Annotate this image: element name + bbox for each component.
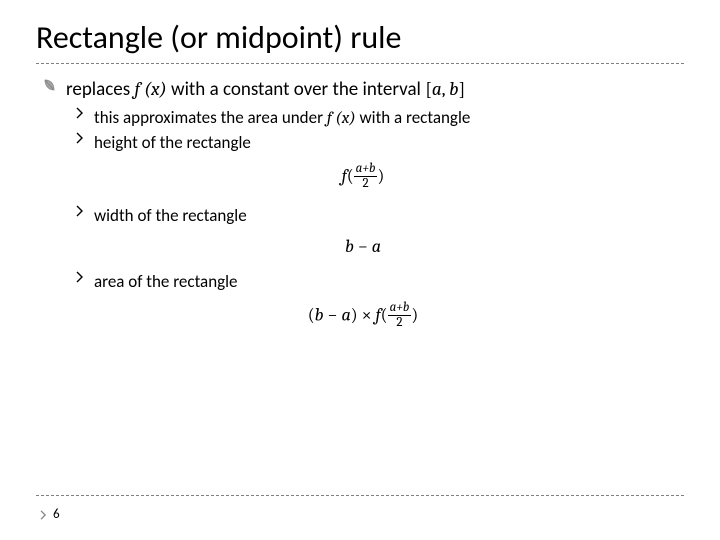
t1-interval: [a, b] xyxy=(425,78,465,100)
s1fx: f (x) xyxy=(327,109,356,128)
arrow-bullet-icon xyxy=(76,132,84,144)
leaf-bullet-icon xyxy=(42,78,56,96)
fh-den: 2 xyxy=(354,177,378,191)
fh-num: a+b xyxy=(354,162,378,177)
bullet-l1-text: replaces f (x) with a constant over the … xyxy=(66,78,465,101)
fa-den: 2 xyxy=(388,316,412,330)
arrow-bullet-icon xyxy=(40,510,47,520)
fw2: a xyxy=(372,236,381,257)
arrow-bullet-icon xyxy=(76,107,84,119)
bullet-l2-1: this approximates the area under f (x) w… xyxy=(76,107,684,128)
bullet-l1: replaces f (x) with a constant over the … xyxy=(42,78,684,101)
t1-fx: f (x) xyxy=(135,78,167,100)
t1: replaces xyxy=(66,78,135,101)
formula-height: f(a+b2) xyxy=(42,163,684,191)
s3: width of the rectangle xyxy=(94,205,247,226)
slide-title: Rectangle (or midpoint) rule xyxy=(36,18,684,57)
bullet-l2-4: area of the rectangle xyxy=(76,271,684,292)
fa-frac: a+b2 xyxy=(388,301,412,329)
formula-width: b − a xyxy=(42,236,684,257)
fa-num: a+b xyxy=(388,301,412,316)
slide: Rectangle (or midpoint) rule replaces f … xyxy=(0,0,720,331)
slide-body: replaces f (x) with a constant over the … xyxy=(36,78,684,331)
t1-mid: with a constant over the interval xyxy=(167,78,426,101)
s2: height of the rectangle xyxy=(94,132,251,153)
title-underline xyxy=(36,63,684,64)
bullet-l2-2: height of the rectangle xyxy=(76,132,684,153)
s4: area of the rectangle xyxy=(94,271,238,292)
fh-frac: a+b2 xyxy=(354,162,378,190)
page-number-wrap: 6 xyxy=(40,507,60,522)
s1s: with a rectangle xyxy=(356,107,471,128)
bullet-l2-1-text: this approximates the area under f (x) w… xyxy=(94,107,470,128)
formula-area: (b − a) × f(a+b2) xyxy=(42,302,684,330)
fw: b xyxy=(345,236,354,257)
bullet-l2-3: width of the rectangle xyxy=(76,205,684,226)
fh-l: ( xyxy=(347,165,354,186)
fa-r: ) xyxy=(411,305,418,326)
arrow-bullet-icon xyxy=(76,205,84,217)
arrow-bullet-icon xyxy=(76,271,84,283)
fa-l: ( xyxy=(381,305,388,326)
s1p: this approximates the area under xyxy=(94,107,327,128)
footer-rule xyxy=(36,495,684,496)
fh-r: ) xyxy=(377,165,384,186)
page-number: 6 xyxy=(53,507,60,522)
